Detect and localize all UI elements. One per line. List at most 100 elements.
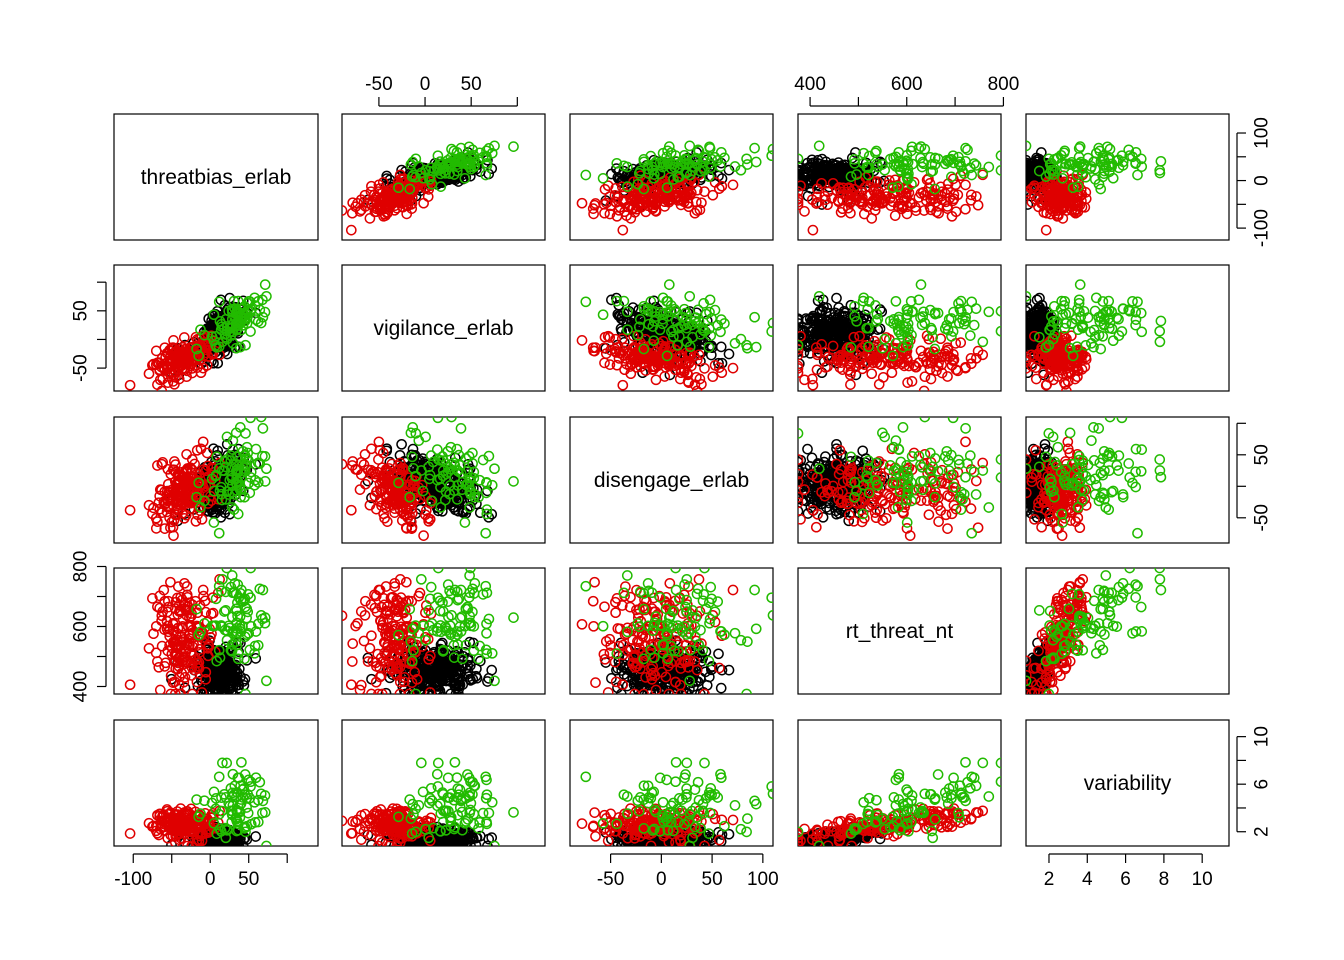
- data-point: [1026, 189, 1032, 200]
- panel-threatbias_erlab-vs-variability: [1026, 140, 1167, 236]
- data-point: [1088, 324, 1100, 336]
- data-point: [1154, 167, 1166, 179]
- data-point: [178, 332, 190, 343]
- data-point: [871, 357, 883, 368]
- data-point: [798, 324, 806, 336]
- data-point: [887, 350, 899, 362]
- data-point: [664, 306, 676, 318]
- data-point: [667, 324, 679, 336]
- data-point: [1068, 357, 1080, 369]
- data-point: [876, 348, 888, 360]
- data-point: [386, 190, 398, 202]
- data-point: [480, 169, 492, 181]
- data-point: [657, 147, 669, 159]
- data-point: [824, 334, 836, 345]
- data-point: [604, 332, 616, 343]
- data-point: [1093, 178, 1105, 190]
- data-point: [198, 350, 210, 362]
- data-point: [376, 201, 387, 212]
- data-point: [709, 359, 721, 371]
- data-point: [1070, 313, 1082, 325]
- data-point: [590, 198, 601, 209]
- data-point: [936, 351, 947, 363]
- data-point: [1057, 345, 1068, 357]
- data-point: [798, 347, 810, 358]
- data-point: [622, 324, 633, 336]
- data-point: [907, 305, 918, 317]
- data-point: [849, 154, 860, 165]
- data-point: [888, 159, 900, 170]
- data-point: [1056, 157, 1068, 169]
- data-point: [633, 321, 645, 333]
- data-point: [955, 306, 967, 318]
- data-point: [798, 186, 804, 197]
- data-point: [995, 305, 1001, 317]
- data-point: [206, 331, 218, 343]
- data-point: [927, 331, 939, 343]
- data-point: [1040, 311, 1051, 323]
- data-point: [1051, 354, 1063, 366]
- data-point: [1031, 294, 1043, 306]
- data-point: [177, 357, 189, 369]
- data-point: [1060, 378, 1071, 390]
- data-point: [995, 325, 1001, 337]
- data-point: [667, 158, 679, 170]
- data-point: [437, 158, 448, 170]
- data-point: [604, 359, 616, 370]
- data-point: [929, 343, 941, 355]
- data-point: [1132, 296, 1143, 308]
- data-point: [827, 340, 839, 352]
- data-point: [1155, 315, 1167, 327]
- data-point: [918, 385, 930, 391]
- data-point: [877, 342, 888, 354]
- data-point: [689, 207, 701, 219]
- data-point: [866, 368, 878, 380]
- data-point: [898, 357, 910, 368]
- data-point: [902, 339, 914, 351]
- data-point: [1062, 367, 1074, 379]
- panel-threatbias_erlab-vs-disengage_erlab: [576, 140, 773, 236]
- data-point: [962, 144, 973, 156]
- data-point: [633, 167, 645, 179]
- data-point: [241, 312, 252, 323]
- data-point: [612, 342, 624, 353]
- data-point: [854, 330, 865, 342]
- data-point: [892, 181, 904, 192]
- data-point: [345, 224, 357, 236]
- data-point: [697, 324, 709, 336]
- data-point: [350, 201, 361, 213]
- data-point: [221, 321, 233, 332]
- data-point: [813, 140, 825, 152]
- data-point: [587, 203, 599, 214]
- data-point: [1026, 302, 1033, 314]
- data-point: [616, 181, 628, 193]
- data-point: [459, 172, 471, 184]
- data-point: [406, 198, 418, 209]
- data-point: [359, 189, 371, 201]
- data-point: [650, 374, 662, 386]
- data-point: [749, 142, 760, 154]
- data-point: [750, 156, 762, 168]
- data-point: [600, 197, 612, 209]
- data-point: [1067, 182, 1079, 194]
- data-point: [408, 169, 419, 181]
- data-point: [213, 296, 225, 308]
- data-point: [1033, 165, 1045, 177]
- data-point: [454, 152, 466, 164]
- data-point: [932, 201, 944, 212]
- data-point: [396, 198, 408, 209]
- data-point: [156, 385, 168, 391]
- data-point: [819, 190, 831, 202]
- data-point: [798, 339, 804, 351]
- data-point: [958, 318, 970, 330]
- data-point: [245, 326, 256, 337]
- data-point: [1080, 339, 1092, 351]
- data-point: [684, 140, 696, 152]
- data-point: [587, 342, 599, 354]
- data-point: [918, 205, 930, 216]
- data-point: [382, 206, 394, 218]
- data-point: [1026, 183, 1037, 195]
- data-point: [629, 206, 641, 218]
- data-point: [918, 306, 929, 318]
- data-point: [1062, 180, 1074, 192]
